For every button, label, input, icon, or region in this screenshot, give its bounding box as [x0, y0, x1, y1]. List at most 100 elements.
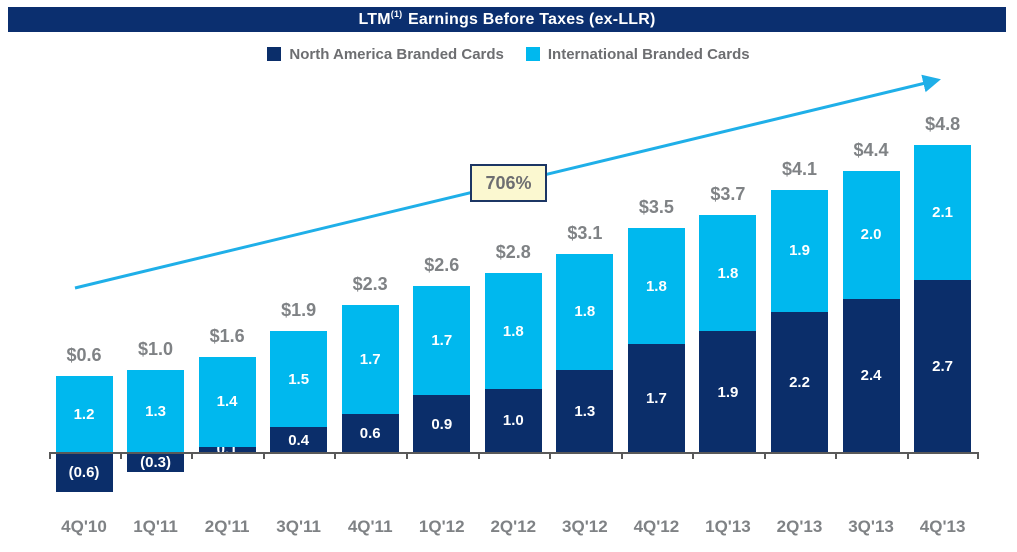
bar-segment-international: 2.0 [842, 170, 900, 299]
axis-tick [906, 453, 909, 459]
chart-title-bar: LTM(1) Earnings Before Taxes (ex-LLR) [8, 7, 1006, 32]
segment-value-label: 1.3 [574, 402, 596, 420]
bar-segment-north-america: 1.9 [699, 331, 757, 453]
bar-total-label: $0.6 [66, 344, 102, 365]
chart-legend: North America Branded Cards Internationa… [0, 44, 1017, 64]
x-axis-label: 4Q'11 [347, 517, 393, 536]
segment-value-label: 1.0 [502, 412, 524, 430]
bar-segment-north-america: 0.4 [270, 427, 328, 453]
legend-label: International Branded Cards [547, 45, 750, 63]
bar-segment-international: 1.8 [556, 253, 614, 370]
bar-segment-north-america: 1.7 [627, 343, 685, 453]
bar-total-label: $3.5 [638, 197, 674, 218]
x-axis-label: 3Q'11 [276, 517, 321, 536]
bar-segment-north-america: 2.4 [842, 298, 900, 453]
bar-total-label: $2.8 [495, 242, 531, 263]
segment-value-label: 1.8 [502, 322, 524, 340]
axis-tick [763, 453, 766, 459]
segment-value-label: (0.6) [68, 463, 100, 481]
title-footnote-marker: (1) [390, 9, 403, 20]
bar-segment-north-america: 0.6 [341, 414, 399, 453]
segment-value-label: 2.0 [860, 226, 882, 244]
bar-segment-north-america: 2.2 [771, 311, 828, 453]
growth-annotation: 706% [470, 164, 547, 202]
bar-total-label: $3.1 [567, 222, 603, 243]
segment-value-label: 0.4 [288, 431, 310, 449]
segment-value-label: 1.8 [574, 303, 596, 321]
segment-value-label: 1.8 [645, 277, 667, 295]
segment-value-label: 1.8 [717, 264, 739, 282]
x-axis-label: 4Q'10 [61, 517, 107, 536]
axis-tick [477, 453, 480, 459]
bar-total-label: $1.0 [138, 338, 174, 359]
x-axis-label: 2Q'13 [776, 517, 823, 536]
bar-segment-international: 1.2 [55, 375, 113, 453]
segment-value-label: (0.3) [140, 454, 171, 472]
x-axis-label: 3Q'12 [562, 517, 608, 536]
segment-value-label: 1.3 [145, 402, 166, 420]
x-axis-label: 2Q'11 [204, 517, 250, 536]
x-axis-label: 1Q'13 [705, 517, 751, 536]
bar-segment-north-america: 1.0 [484, 388, 542, 453]
axis-tick [334, 453, 337, 459]
x-axis-label: 4Q'13 [919, 517, 966, 536]
bar-segment-international: 1.8 [699, 215, 757, 331]
bar-segment-north-america: 0.9 [413, 395, 471, 453]
x-axis-label: 3Q'13 [848, 517, 894, 536]
x-axis-label: 1Q'12 [418, 517, 465, 536]
segment-value-label: 0.6 [359, 425, 381, 443]
legend-swatch-navy-icon [267, 47, 282, 61]
bar-total-label: $2.6 [424, 255, 460, 276]
bar-segment-international: 2.1 [914, 144, 972, 280]
segment-value-label: 0.9 [431, 415, 453, 433]
bar-total-label: $1.9 [281, 300, 317, 321]
axis-tick [405, 453, 408, 459]
bar-total-label: $4.8 [925, 113, 961, 134]
x-axis-label: 4Q'12 [633, 517, 680, 536]
bar-segment-north-america: (0.6) [55, 453, 113, 492]
axis-tick [262, 453, 265, 459]
bar-segment-north-america: (0.3) [127, 453, 185, 473]
bar-segment-international: 1.7 [341, 305, 399, 415]
axis-tick [977, 453, 979, 459]
chart-title: LTM(1) Earnings Before Taxes (ex-LLR) [358, 9, 656, 28]
segment-value-label: 1.9 [717, 383, 739, 401]
segment-value-label: 1.5 [288, 370, 310, 388]
segment-value-label: 2.1 [932, 203, 954, 221]
bar-segment-international: 1.3 [127, 369, 185, 453]
axis-tick [49, 453, 51, 459]
segment-value-label: 1.7 [645, 389, 667, 407]
x-axis-label: 2Q'12 [490, 517, 537, 536]
bar-segment-international: 1.7 [413, 286, 471, 396]
legend-item-international: International Branded Cards [525, 45, 750, 63]
legend-swatch-cyan-icon [525, 47, 540, 61]
segment-value-label: 2.2 [789, 373, 810, 391]
bar-segment-international: 1.4 [198, 356, 256, 447]
x-axis-label: 1Q'11 [133, 517, 178, 536]
segment-value-label: 1.7 [359, 351, 381, 369]
bar-total-label: $4.4 [853, 139, 889, 160]
axis-tick [191, 453, 194, 459]
segment-value-label: 2.4 [860, 367, 882, 385]
bar-segment-international: 1.8 [627, 228, 685, 344]
segment-value-label: 1.4 [216, 393, 238, 411]
segment-value-label: 1.2 [73, 405, 95, 423]
x-axis-line [49, 452, 979, 454]
axis-tick [692, 453, 695, 459]
bar-total-label: $3.7 [710, 184, 746, 205]
bar-segment-north-america: 2.7 [914, 279, 972, 453]
bar-segment-international: 1.5 [270, 331, 328, 428]
bar-segment-north-america: 1.3 [556, 369, 614, 453]
bar-segment-international: 1.8 [484, 273, 542, 389]
axis-tick [119, 453, 122, 459]
axis-tick [549, 453, 552, 459]
segment-value-label: 1.7 [431, 332, 453, 350]
legend-item-north-america: North America Branded Cards [267, 46, 504, 63]
legend-label: North America Branded Cards [289, 45, 504, 63]
bar-total-label: $4.1 [781, 158, 818, 179]
bar-total-label: $2.3 [352, 274, 388, 295]
bar-segment-international: 1.9 [771, 189, 828, 312]
segment-value-label: 1.9 [789, 242, 810, 260]
bar-total-label: $1.6 [209, 325, 245, 346]
